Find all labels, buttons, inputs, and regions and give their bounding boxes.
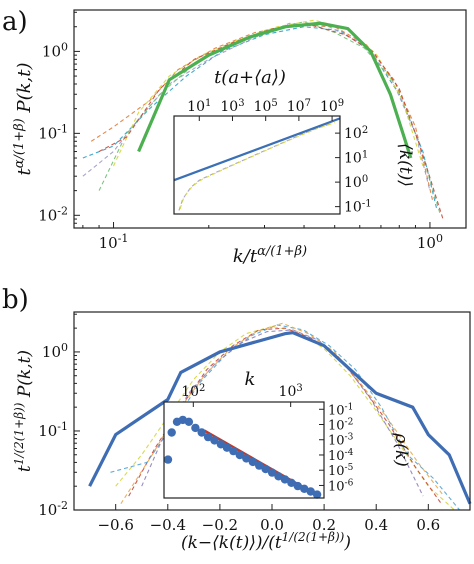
inset-y-tick-label: 102 [344, 125, 368, 143]
inset-y-tick-label: 10-6 [328, 478, 354, 494]
x-tick-label: −0.2 [202, 516, 238, 534]
highlight-line [88, 331, 472, 505]
panel-label-b: b) [2, 285, 29, 315]
inset-point [280, 475, 290, 484]
chart-a-inset: 101 103 105 107 109 10-1 100 101 102 t(a+⟨a⟩) ⟨k(t… [173, 67, 415, 216]
y-tick-label: 10-1 [38, 419, 68, 440]
y-axis-label: tα/(1+β) P(k,t) [12, 63, 36, 176]
inset-point [184, 417, 194, 426]
inset-point [229, 446, 238, 456]
inset-point [203, 432, 213, 442]
inset-y-axis-label: ⟨k(t)⟩ [395, 143, 415, 187]
y-tick-label: 10-1 [38, 122, 68, 143]
inset-point [210, 436, 219, 445]
x-tick-label: 0.4 [364, 516, 388, 534]
inset-background [174, 116, 340, 214]
inset-frame [163, 401, 325, 499]
chart-b-inset: 102 103 10-110-210-310-410-510-6 k ρ(k) [163, 369, 411, 499]
x-axis-label: k/tα/(1+β) [233, 244, 307, 268]
inset-point [235, 450, 244, 460]
series-line-4 [120, 322, 445, 504]
inset-y-tick-label: 10-1 [328, 402, 353, 418]
inset-point [312, 490, 322, 499]
y-tick-label: 10-2 [38, 204, 68, 225]
inset-x-tick-label: 107 [287, 98, 311, 116]
inset-x-tick-label: 103 [279, 383, 303, 401]
x-tick-label: −0.4 [150, 516, 186, 534]
inset-point [222, 443, 232, 452]
x-tick-label: 0.2 [312, 516, 336, 534]
series-line-2 [98, 21, 442, 216]
inset-point [287, 478, 296, 487]
inset-x-tick-label: 102 [181, 383, 205, 401]
inset-frame [173, 115, 341, 215]
inset-point [248, 457, 257, 467]
y-tick-label: 10-2 [38, 499, 68, 520]
inset-x-tick-label: 105 [254, 98, 278, 116]
inset-y-axis-label: ρ(k) [391, 432, 411, 467]
inset-point [167, 428, 176, 437]
inset-point [267, 468, 277, 477]
x-tick-label: −0.6 [97, 516, 133, 534]
inset-point [261, 464, 270, 474]
inset-point [293, 481, 302, 491]
inset-point [255, 461, 264, 470]
y-tick-label: 100 [42, 340, 68, 361]
x-axis-label: (k−⟨k(t)⟩)/(t1/(2(1+β))) [181, 530, 351, 553]
inset-point [300, 484, 309, 493]
inset-x-axis-label: t(a+⟨a⟩) [214, 67, 286, 88]
inset-fit-line [173, 117, 341, 182]
inset-point [163, 455, 173, 464]
inset-point [197, 428, 206, 437]
inset-y-tick-label: 10-4 [328, 448, 354, 464]
inset-y-tick-label: 100 [344, 174, 368, 192]
y-tick-label: 100 [42, 40, 68, 61]
series-line-3 [141, 329, 424, 497]
inset-y-tick-label: 10-5 [328, 463, 354, 479]
inset-point [242, 454, 251, 463]
chart-a-main: 10-1 100 10-2 10-1 100 k/tα/(1+β) tα/(1+β) P(k… [12, 9, 467, 268]
plot-frame [73, 9, 467, 229]
x-tick-label: 10-1 [99, 232, 129, 253]
inset-y-tick-label: 10-3 [328, 433, 354, 449]
inset-y-tick-label: 10-1 [344, 198, 372, 216]
x-tick-label: 0.6 [416, 516, 440, 534]
inset-point [191, 423, 200, 433]
panel-label-a: a) [2, 7, 28, 37]
inset-x-tick-label: 101 [187, 98, 211, 116]
inset-y-tick-label: 10-2 [328, 418, 353, 434]
series-line-4 [113, 19, 424, 167]
inset-x-axis-label: k [245, 369, 256, 390]
inset-point [306, 487, 315, 496]
x-tick-label: 100 [417, 232, 443, 253]
y-axis-label: t1/(2(1+β)) P(k,t) [12, 350, 35, 472]
inset-point [274, 472, 283, 481]
inset-y-tick-label: 101 [344, 149, 368, 167]
inset-point [216, 440, 226, 449]
x-tick-label: 0.0 [260, 516, 284, 534]
series-line-1 [128, 327, 442, 505]
inset-x-tick-label: 109 [320, 98, 344, 116]
chart-b-main: −0.6 −0.4 −0.2 0.0 0.2 0.4 0.610-210-1100(k−⟨k… [12, 311, 472, 553]
inset-series-line-1 [179, 122, 336, 210]
inset-x-tick-label: 103 [220, 98, 244, 116]
highlight-line [137, 21, 413, 159]
